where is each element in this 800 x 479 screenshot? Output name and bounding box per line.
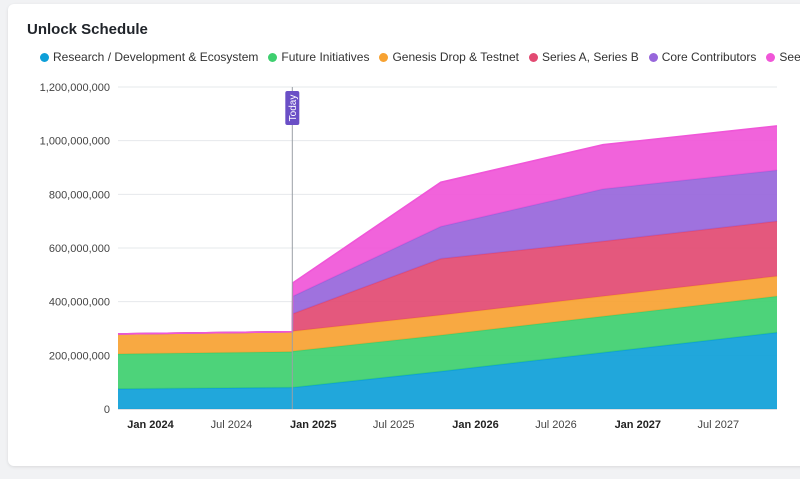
x-tick-label: Jul 2026 bbox=[535, 419, 577, 431]
legend-swatch bbox=[40, 52, 49, 62]
legend-swatch bbox=[528, 52, 538, 62]
legend-swatch bbox=[648, 52, 658, 62]
legend-item[interactable]: Genesis Drop & Testnet bbox=[379, 50, 519, 64]
y-tick-label: 200,000,000 bbox=[49, 350, 110, 362]
legend-item[interactable]: Future Initiatives bbox=[268, 50, 369, 64]
legend-item[interactable]: Series A, Series B bbox=[528, 50, 639, 64]
legend-label: Core Contributors bbox=[661, 50, 757, 64]
chart-legend: Research / Development & Ecosystem Future… bbox=[40, 50, 800, 64]
y-tick-label: 600,000,000 bbox=[49, 243, 110, 255]
legend-label: Research / Development & Ecosystem bbox=[53, 50, 259, 64]
y-tick-label: 1,200,000,000 bbox=[40, 82, 110, 94]
x-tick-label: Jan 2027 bbox=[615, 419, 661, 431]
today-label: Today bbox=[288, 95, 299, 122]
legend-label: Future Initiatives bbox=[281, 50, 370, 64]
area-series-line-5 bbox=[117, 125, 778, 335]
y-tick-label: 1,000,000,000 bbox=[40, 136, 110, 148]
y-tick-label: 0 bbox=[104, 404, 110, 416]
legend-swatch bbox=[268, 52, 278, 62]
legend-item[interactable]: Research / Development & Ecosystem bbox=[40, 50, 258, 64]
legend-swatch bbox=[766, 52, 776, 62]
legend-label: Genesis Drop & Testnet bbox=[392, 50, 519, 64]
legend-swatch bbox=[379, 52, 389, 62]
area-series-1 bbox=[118, 296, 777, 389]
area-series-4 bbox=[118, 170, 777, 334]
legend-item[interactable]: Core Contributors bbox=[648, 50, 757, 64]
area-series-5 bbox=[118, 125, 777, 334]
y-tick-label: 800,000,000 bbox=[49, 189, 110, 201]
x-tick-label: Jan 2024 bbox=[127, 419, 174, 431]
x-tick-label: Jan 2026 bbox=[452, 419, 498, 431]
x-tick-label: Jul 2025 bbox=[373, 419, 415, 431]
area-series-3 bbox=[118, 221, 777, 334]
x-tick-label: Jul 2024 bbox=[211, 419, 253, 431]
legend-label: Seed bbox=[779, 50, 800, 64]
x-tick-label: Jan 2025 bbox=[290, 419, 336, 431]
x-tick-label: Jul 2027 bbox=[698, 419, 740, 431]
legend-item[interactable]: Seed bbox=[766, 50, 800, 64]
chart-title: Unlock Schedule bbox=[27, 21, 148, 38]
today-badge bbox=[285, 91, 300, 125]
y-tick-label: 400,000,000 bbox=[49, 297, 110, 309]
legend-label: Series A, Series B bbox=[541, 50, 639, 64]
